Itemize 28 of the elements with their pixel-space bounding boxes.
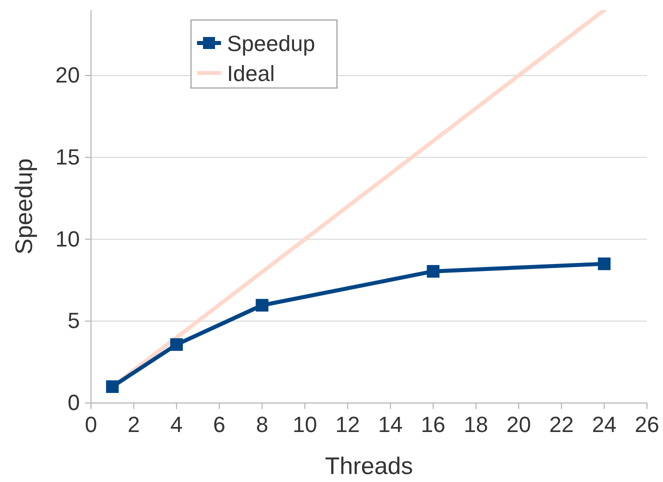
y-axis-title: Speedup [11,158,38,255]
x-tick-label: 22 [549,412,574,437]
x-tick-label: 6 [213,412,226,437]
point [106,380,119,393]
x-axis-title: Threads [324,453,414,480]
legend-label: Speedup [227,31,316,56]
x-tick-label: 2 [128,412,140,437]
y-tick-label: 5 [68,308,80,334]
x-tick-label: 8 [256,412,268,437]
x-tick-label: 0 [84,412,98,437]
legend-label: Ideal [227,61,275,86]
y-tick-label: 15 [55,144,80,170]
x-tick-label: 10 [292,412,318,437]
x-tick-label: 14 [378,412,403,437]
x-tick-label: 24 [592,412,616,437]
x-tick-label: 18 [464,412,488,437]
y-tick-label: 0 [68,390,80,416]
x-tick-label: 16 [420,412,446,437]
point [170,338,183,351]
y-tick-label: 20 [55,62,80,88]
x-tick-label: 12 [335,412,360,437]
x-tick-label: 4 [170,412,183,437]
x-tick-label: 26 [634,412,660,437]
point [426,265,440,278]
point [256,298,268,312]
x-tick-label: 20 [506,412,531,437]
y-tick-label: 10 [55,226,80,252]
point [598,257,611,270]
